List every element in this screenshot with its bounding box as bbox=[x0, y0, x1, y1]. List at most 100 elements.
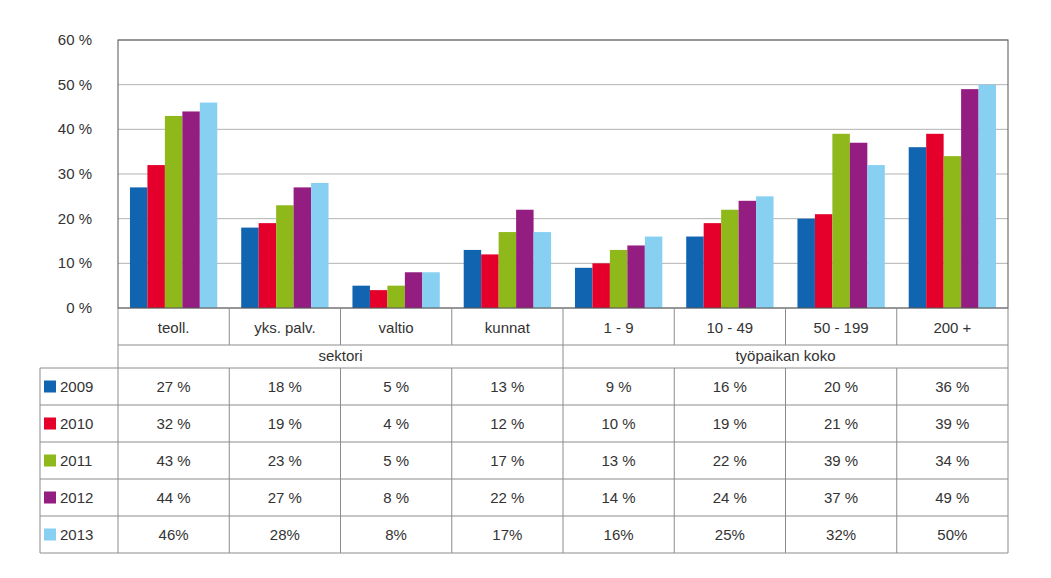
table-value: 8% bbox=[385, 526, 407, 543]
bar bbox=[241, 228, 258, 308]
table-value: 22 % bbox=[490, 489, 524, 506]
table-value: 49 % bbox=[935, 489, 969, 506]
legend-label: 2011 bbox=[60, 452, 92, 469]
table-value: 24 % bbox=[713, 489, 747, 506]
bar bbox=[499, 232, 516, 308]
table-value: 12 % bbox=[490, 415, 524, 432]
category-label: teoll. bbox=[158, 319, 190, 336]
group-label: sektori bbox=[318, 347, 362, 364]
table-line bbox=[896, 308, 897, 345]
table-line bbox=[40, 553, 1008, 554]
table-value: 25% bbox=[715, 526, 745, 543]
bar bbox=[704, 223, 721, 308]
table-value: 39 % bbox=[824, 452, 858, 469]
table-value: 44 % bbox=[157, 489, 191, 506]
bar bbox=[405, 272, 422, 308]
table-line bbox=[40, 368, 1008, 369]
bar bbox=[464, 250, 481, 308]
bar bbox=[311, 183, 328, 308]
y-tick-label: 20 % bbox=[58, 210, 92, 227]
bar bbox=[610, 250, 627, 308]
table-line bbox=[40, 479, 1008, 480]
table-value: 27 % bbox=[268, 489, 302, 506]
bar bbox=[592, 263, 609, 308]
table-line bbox=[674, 368, 675, 553]
table-value: 28% bbox=[270, 526, 300, 543]
legend-label: 2013 bbox=[60, 526, 93, 543]
table-line bbox=[1008, 368, 1009, 553]
table-value: 8 % bbox=[383, 489, 409, 506]
legend-swatch bbox=[44, 529, 56, 541]
table-line bbox=[118, 368, 119, 553]
table-value: 17% bbox=[492, 526, 522, 543]
table-line bbox=[40, 405, 1008, 406]
category-label: valtio bbox=[379, 319, 414, 336]
y-tick-label: 10 % bbox=[58, 254, 92, 271]
table-value: 37 % bbox=[824, 489, 858, 506]
bar bbox=[756, 196, 773, 308]
bar bbox=[645, 237, 662, 308]
bars bbox=[130, 85, 996, 308]
y-tick-label: 60 % bbox=[58, 31, 92, 48]
table-value: 19 % bbox=[268, 415, 302, 432]
table-line bbox=[674, 308, 675, 345]
y-tick-label: 30 % bbox=[58, 165, 92, 182]
bar bbox=[259, 223, 276, 308]
table-value: 18 % bbox=[268, 378, 302, 395]
bar bbox=[909, 147, 926, 308]
table-value: 5 % bbox=[383, 452, 409, 469]
table-value: 39 % bbox=[935, 415, 969, 432]
table-value: 5 % bbox=[383, 378, 409, 395]
bar bbox=[815, 214, 832, 308]
legend-swatch bbox=[44, 418, 56, 430]
y-tick-label: 0 % bbox=[66, 299, 92, 316]
table-value: 36 % bbox=[935, 378, 969, 395]
bar bbox=[370, 290, 387, 308]
table-line bbox=[229, 368, 230, 553]
bar bbox=[422, 272, 439, 308]
bar bbox=[867, 165, 884, 308]
table-value: 27 % bbox=[157, 378, 191, 395]
grid-line bbox=[118, 84, 1008, 85]
table-value: 13 % bbox=[490, 378, 524, 395]
table-line bbox=[785, 308, 786, 345]
table-line bbox=[229, 308, 230, 345]
category-label: kunnat bbox=[485, 319, 531, 336]
bar bbox=[294, 187, 311, 308]
bar bbox=[481, 254, 498, 308]
table-value: 23 % bbox=[268, 452, 302, 469]
table-value: 32% bbox=[826, 526, 856, 543]
table-value: 46% bbox=[159, 526, 189, 543]
legend-label: 2010 bbox=[60, 415, 93, 432]
legend-swatch bbox=[44, 455, 56, 467]
table-line bbox=[563, 345, 564, 368]
bar bbox=[721, 210, 738, 308]
table-line bbox=[563, 308, 564, 345]
plot-frame bbox=[118, 40, 1008, 308]
table-value: 43 % bbox=[157, 452, 191, 469]
bar bbox=[165, 116, 182, 308]
table-line bbox=[896, 368, 897, 553]
table-value: 4 % bbox=[383, 415, 409, 432]
category-label: 50 - 199 bbox=[814, 319, 869, 336]
table-line bbox=[40, 516, 1008, 517]
bar bbox=[979, 85, 996, 308]
table-value: 10 % bbox=[602, 415, 636, 432]
bar bbox=[147, 165, 164, 308]
bar bbox=[200, 103, 217, 308]
legend-swatch bbox=[44, 381, 56, 393]
bar bbox=[352, 286, 369, 308]
table-value: 34 % bbox=[935, 452, 969, 469]
category-label: 200 + bbox=[933, 319, 971, 336]
table-value: 19 % bbox=[713, 415, 747, 432]
bar bbox=[686, 237, 703, 308]
bar bbox=[387, 286, 404, 308]
bar bbox=[926, 134, 943, 308]
group-label: työpaikan koko bbox=[735, 347, 835, 364]
category-label: 1 - 9 bbox=[604, 319, 634, 336]
bar bbox=[182, 111, 199, 308]
category-label: 10 - 49 bbox=[707, 319, 754, 336]
bar bbox=[832, 134, 849, 308]
table-line bbox=[40, 442, 1008, 443]
bar bbox=[944, 156, 961, 308]
